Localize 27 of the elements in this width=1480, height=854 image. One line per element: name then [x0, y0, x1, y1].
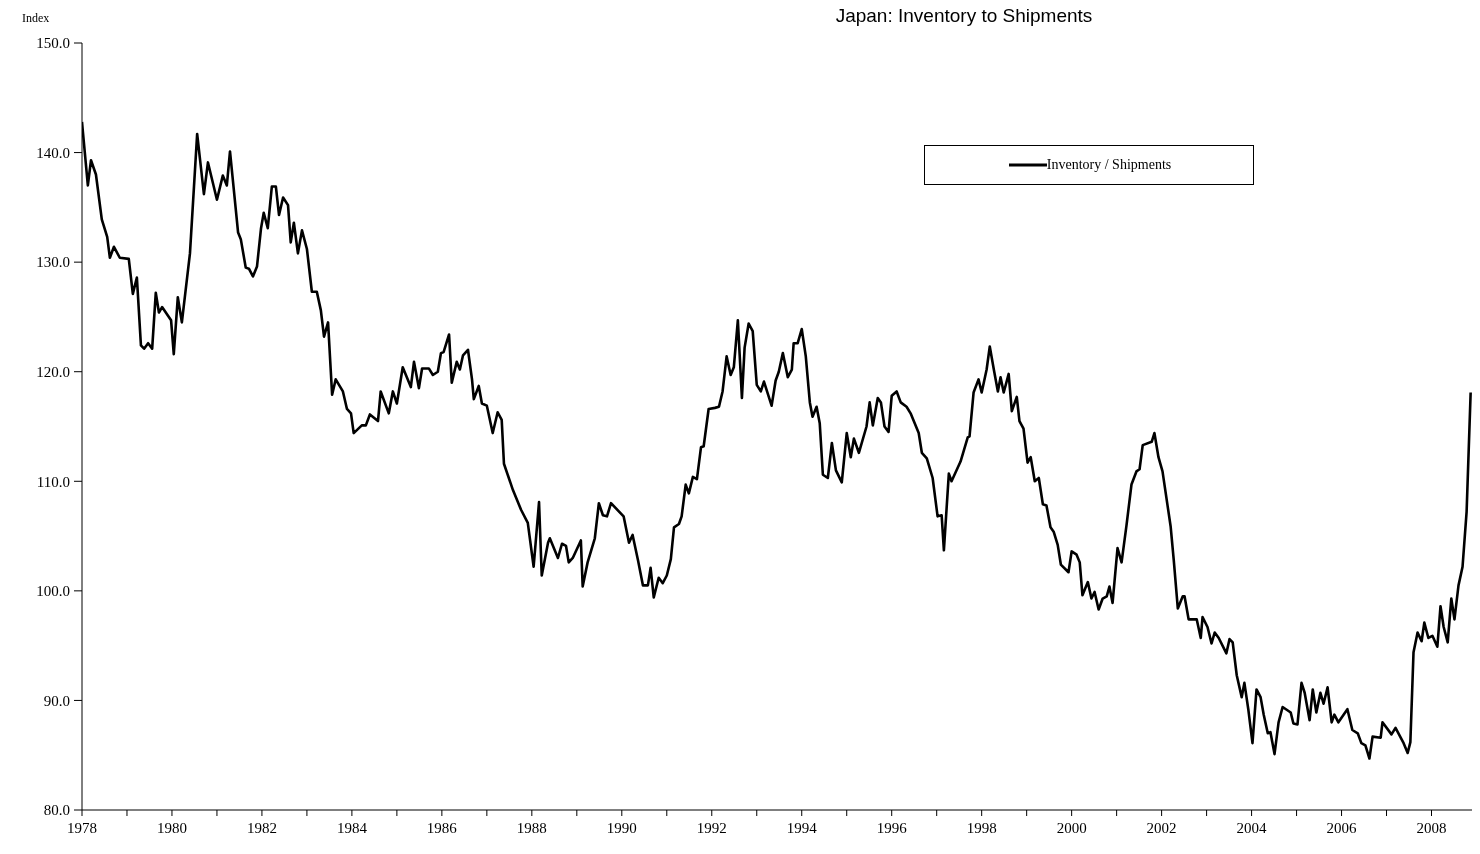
x-tick-label: 2006 [1326, 819, 1358, 836]
y-tick-label: 150.0 [36, 35, 70, 52]
y-tick-label: 140.0 [36, 144, 70, 161]
x-tick-label: 1978 [67, 819, 97, 836]
y-tick-label: 90.0 [43, 692, 70, 709]
x-tick-label: 1988 [516, 819, 547, 836]
y-axis-title: Index [22, 11, 50, 26]
x-tick-label: 1990 [606, 819, 637, 836]
x-tick-label: 2008 [1416, 819, 1447, 836]
x-tick-label: 1986 [426, 819, 458, 836]
y-tick-label: 110.0 [36, 473, 70, 490]
x-tick-label: 1982 [246, 819, 277, 836]
y-tick-label: 80.0 [43, 802, 70, 819]
y-tick-label: 130.0 [36, 254, 70, 271]
x-tick-label: 2000 [1056, 819, 1087, 836]
x-tick-label: 2004 [1236, 819, 1268, 836]
x-tick-label: 1996 [876, 819, 908, 836]
legend-label: Inventory / Shipments [1046, 157, 1172, 173]
x-tick-label: 2002 [1146, 819, 1177, 836]
x-tick-label: 1994 [786, 819, 818, 836]
chart-title: Japan: Inventory to Shipments [835, 5, 1093, 26]
y-tick-label: 100.0 [36, 583, 70, 600]
x-tick-label: 1998 [966, 819, 997, 836]
x-tick-label: 1984 [336, 819, 368, 836]
y-tick-label: 120.0 [36, 364, 70, 381]
x-tick-label: 1980 [156, 819, 187, 836]
x-tick-label: 1992 [696, 819, 727, 836]
